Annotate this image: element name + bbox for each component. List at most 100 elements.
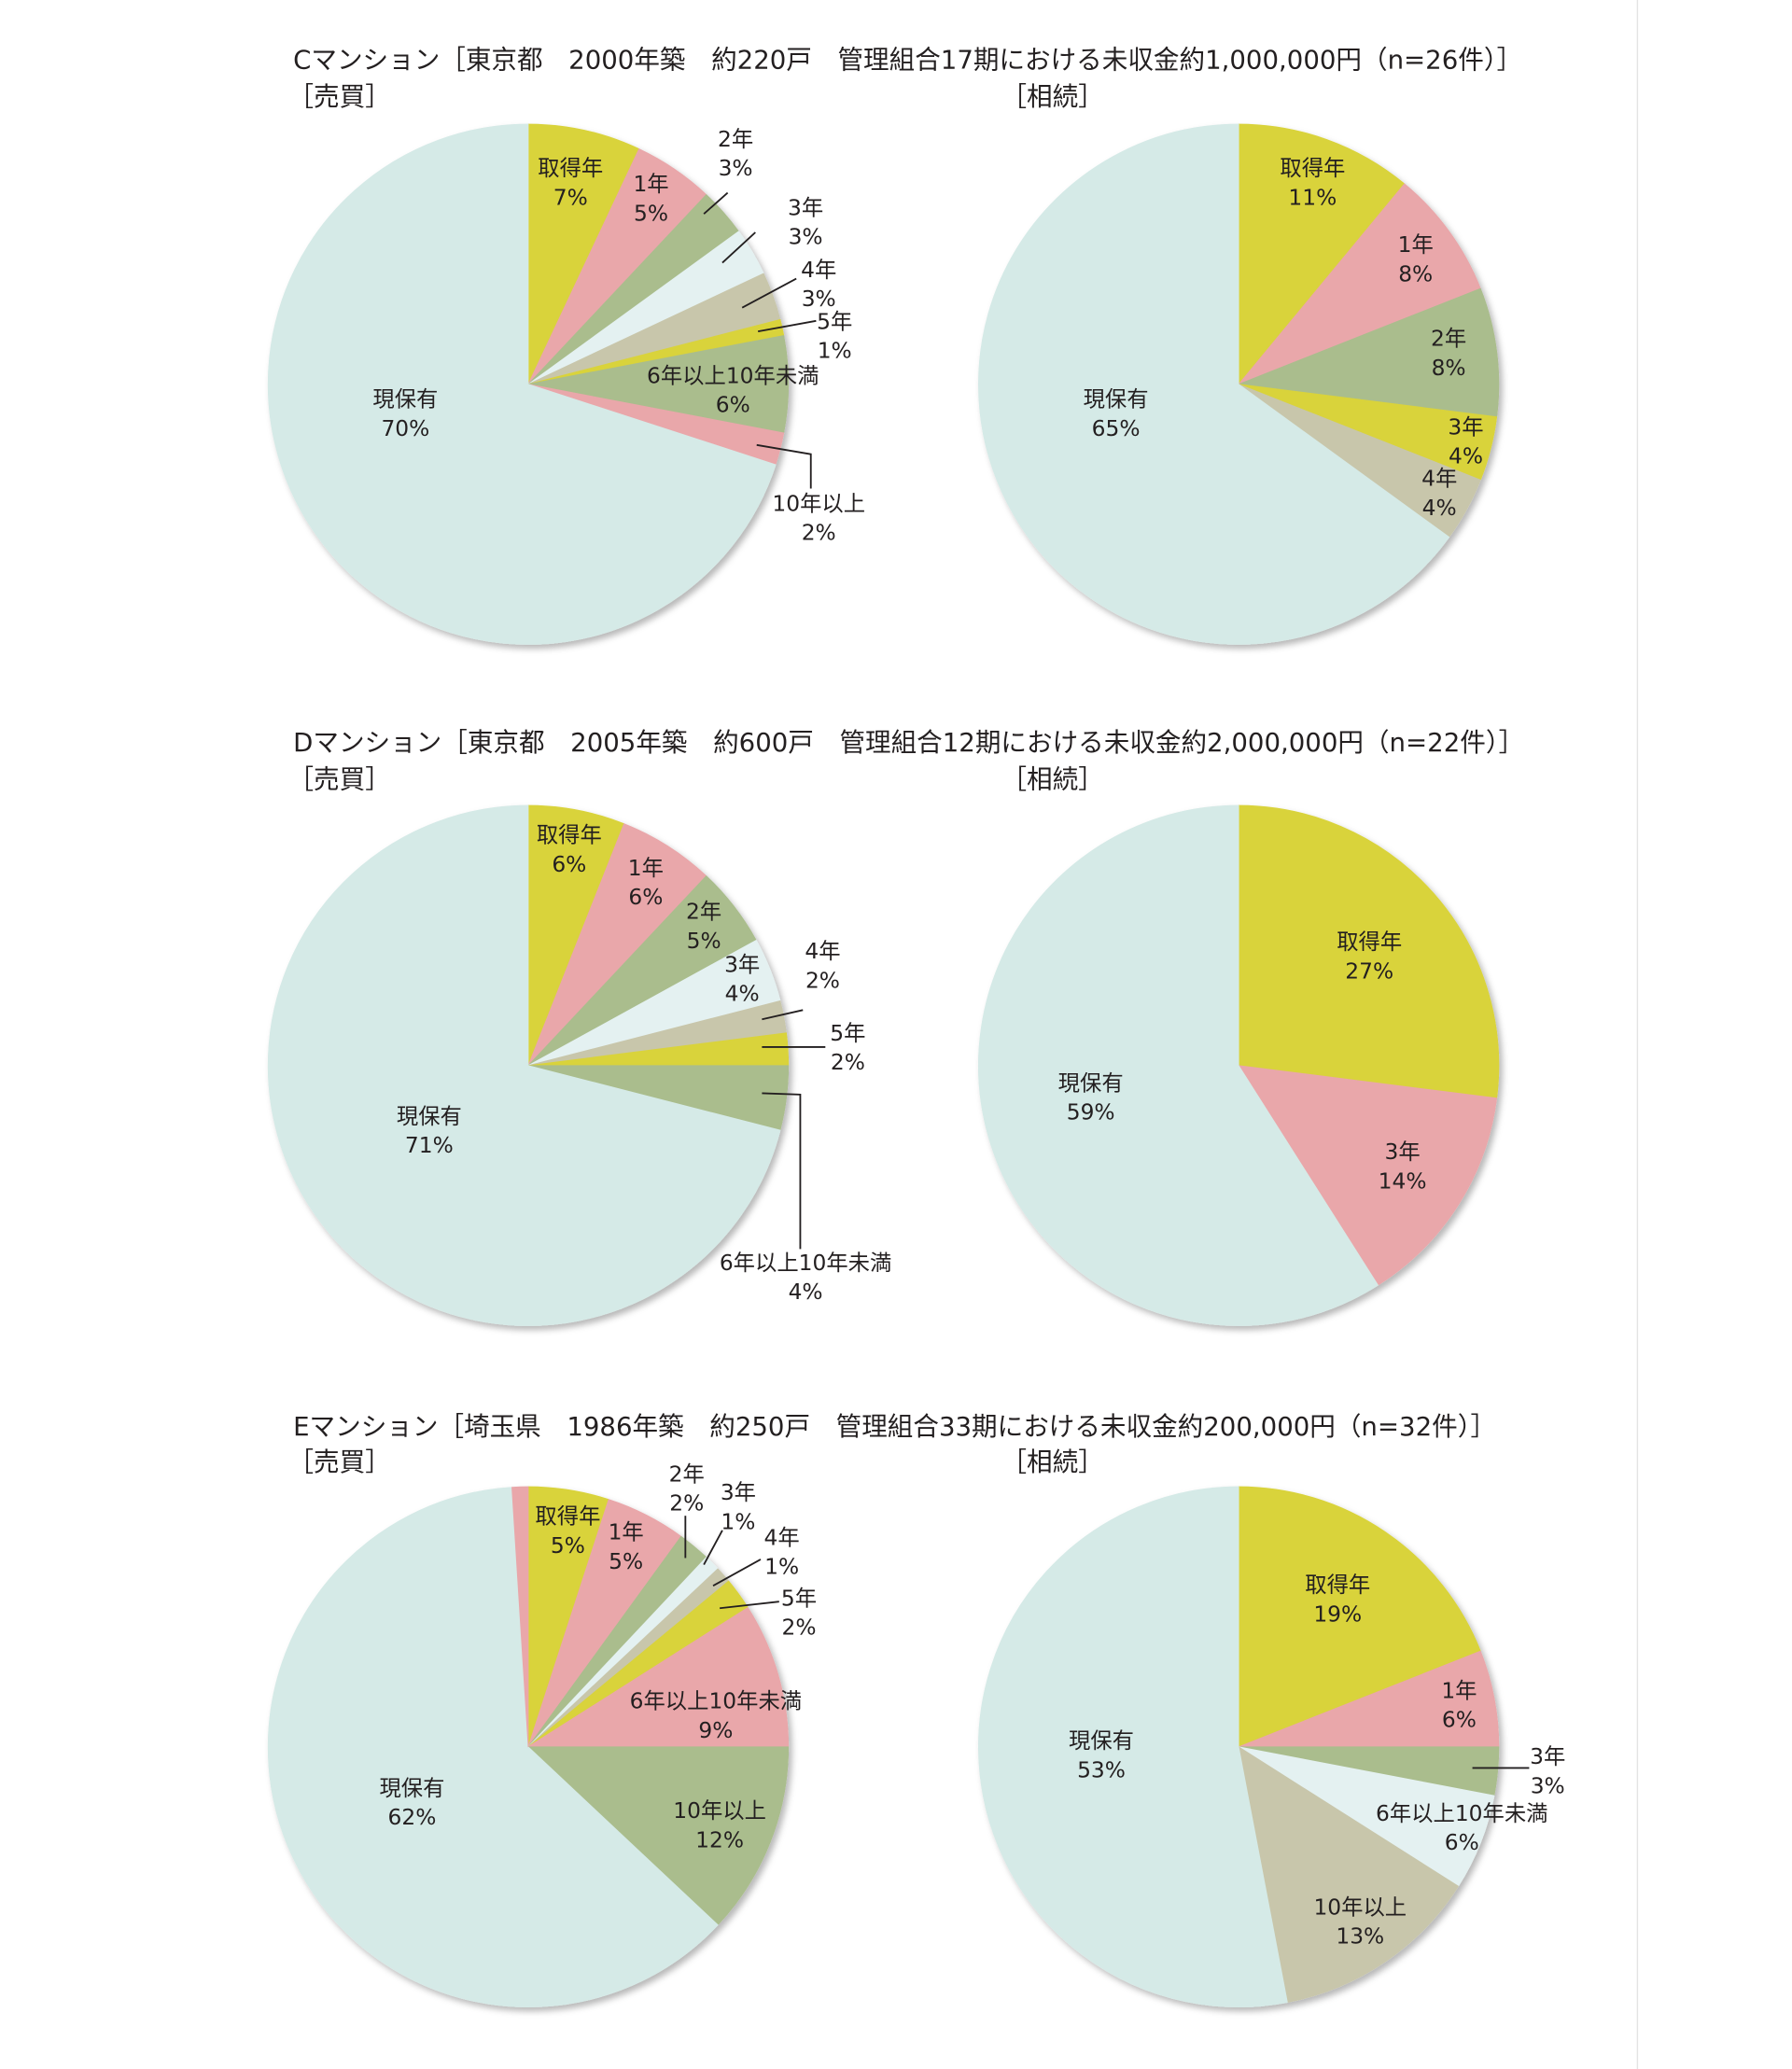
slice-label-category: 1年 (1441, 1677, 1477, 1703)
slice-label-percent: 65% (1092, 415, 1141, 441)
slice-label: 10年以上 2% (772, 491, 865, 546)
slice-label-percent: 12% (695, 1826, 744, 1852)
slice-label: 4年 3% (801, 257, 836, 312)
slice-label-category: 3年 (1530, 1743, 1565, 1769)
slice-label-percent: 2% (669, 1490, 704, 1517)
pie-slice (1238, 1486, 1481, 1748)
slice-label-percent: 4% (789, 1279, 823, 1305)
slice-label-category: 6年以上10年未満 (720, 1250, 892, 1276)
slice-label: 2年 2% (669, 1461, 705, 1516)
slice-label-category: 取得年 (1337, 929, 1402, 955)
slice-label-category: 5年 (781, 1585, 817, 1611)
slice-label-percent: 6% (1445, 1829, 1479, 1855)
slice-label-percent: 1% (764, 1553, 799, 1579)
section-heading: Eマンション［埼玉県 1986年築 約250戸 管理組合33期における未収金約2… (293, 1411, 1496, 1442)
pie-title-inheritance: ［相続］ (1001, 81, 1103, 112)
slice-label-percent: 6% (628, 884, 663, 910)
slice-label-percent: 6% (716, 391, 750, 417)
slice-label-category: 5年 (830, 1020, 865, 1046)
pie-chart-inheritance: 取得年 11%1年 8%2年 8%3年 4%4年 4%現保有 65% (978, 123, 1500, 645)
slice-label-category: 取得年 (1280, 155, 1345, 181)
slice-label: 2年 3% (718, 126, 753, 181)
pie-slices (267, 123, 790, 645)
slice-label-category: 2年 (686, 899, 721, 925)
slice-label-category: 取得年 (538, 155, 603, 181)
slice-label-percent: 27% (1345, 958, 1393, 984)
pie-chart-inheritance: 取得年 19%1年 6%3年 3%6年以上10年未満 6%10年以上 13%現保有 53% (978, 1486, 1565, 2007)
slice-label: 6年以上10年未満 6% (647, 362, 819, 417)
slice-label-category: 現保有 (1084, 386, 1149, 412)
slice-label-category: 1年 (1398, 231, 1434, 258)
pie-slice (1238, 1065, 1498, 1286)
slice-label-percent: 2% (831, 1049, 865, 1075)
pie-chart-sale: 取得年 6% 1年 6%2年 5%3年 4%4年 2%5年 2%6年以上10年未満 4%現保有 7… (267, 804, 891, 1326)
slice-label-category: 10年以上 (673, 1797, 766, 1824)
pie-title-sale: ［売買］ (287, 81, 390, 112)
leader-line (756, 443, 812, 489)
slice-label-category: 現保有 (372, 386, 438, 412)
slice-label-percent: 1% (721, 1508, 755, 1534)
section-heading: Dマンション［東京都 2005年築 約600戸 管理組合12期における未収金約2… (293, 727, 1524, 758)
slice-label-percent: 62% (388, 1804, 437, 1830)
slice-label: 現保有 71% (397, 1103, 462, 1158)
slice-label-percent: 3% (1531, 1772, 1565, 1798)
slice-label-percent: 8% (1398, 260, 1433, 287)
leader-line (721, 231, 756, 264)
slice-label: 取得年 11% (1280, 155, 1345, 210)
slice-label: 現保有 70% (372, 386, 438, 441)
slice-label-category: 6年以上10年未満 (630, 1688, 802, 1714)
slice-label-percent: 2% (805, 967, 840, 993)
pie-slice (1238, 123, 1406, 385)
pie-title-inheritance: ［相続］ (1001, 764, 1103, 795)
slice-label: 3年 1% (721, 1479, 756, 1534)
pie-labels: 取得年 11%1年 8%2年 8%3年 4%4年 4%現保有 65% (1084, 155, 1484, 521)
slice-label: 5年 2% (830, 1020, 865, 1075)
leader-line (762, 1092, 802, 1250)
slice-label-category: 10年以上 (1313, 1894, 1407, 1920)
pie-chart-sale: 取得年 7%1年 5%2年 3%3年 3%4年 3%5年 1%6年以上10年未満 6%10年以… (267, 123, 865, 645)
slice-label-category: 3年 (724, 951, 760, 977)
leader-line (741, 277, 797, 309)
slice-label: 取得年 5% (535, 1503, 600, 1559)
slice-label-category: 3年 (788, 195, 823, 221)
leader-line (762, 1009, 804, 1021)
slice-label: 6年以上10年未満 6% (1376, 1800, 1548, 1855)
pie-labels: 取得年 27% 3年 14% 現保有 59% (1058, 929, 1427, 1194)
slice-label-category: 5年 (817, 308, 852, 334)
pie-slice (1238, 183, 1481, 385)
pie-slice (267, 1487, 719, 2007)
slice-label: 現保有 53% (1069, 1727, 1134, 1782)
leader-line (757, 319, 817, 333)
slice-label: 現保有 59% (1058, 1070, 1124, 1125)
leader-line (720, 1601, 779, 1610)
slice-label: 4年 2% (805, 938, 840, 993)
slice-label: 3年 3% (1530, 1743, 1565, 1798)
pie-slices (978, 123, 1500, 645)
slice-label-percent: 4% (725, 980, 760, 1006)
slice-label: 10年以上 12% (673, 1797, 766, 1852)
slice-label: 3年 4% (724, 951, 760, 1006)
pie-slices (978, 804, 1500, 1326)
slice-label-percent: 5% (551, 1532, 585, 1559)
pie-title-inheritance: ［相続］ (1001, 1447, 1103, 1477)
slice-label-percent: 1% (818, 337, 852, 363)
leader-line (703, 1530, 723, 1565)
slice-label: 6年以上10年未満 9% (630, 1688, 802, 1743)
slice-label-percent: 71% (405, 1132, 454, 1158)
slice-label-percent: 4% (1449, 443, 1483, 469)
slice-label-percent: 3% (719, 155, 753, 181)
slice-label-category: 現保有 (1069, 1727, 1134, 1754)
slice-label: 1年 6% (1441, 1677, 1477, 1732)
slice-label: 4年 1% (764, 1524, 800, 1579)
section-heading: Cマンション［東京都 2000年築 約220戸 管理組合17期における未収金約1… (293, 45, 1522, 76)
pie-title-sale: ［売買］ (287, 764, 390, 795)
pie-labels: 取得年 6% 1年 6%2年 5%3年 4%4年 2%5年 2%6年以上10年未満 4%現保有 7… (397, 822, 891, 1306)
section-d-mansion: Dマンション［東京都 2005年築 約600戸 管理組合12期における未収金約2… (267, 727, 1524, 1326)
slice-label-percent: 5% (687, 928, 721, 954)
slice-label: 10年以上 13% (1313, 1894, 1407, 1949)
pie-slice (978, 1486, 1288, 2007)
slice-label: 5年 1% (817, 308, 852, 363)
slice-label-percent: 4% (1422, 495, 1457, 521)
leader-line (703, 191, 729, 215)
